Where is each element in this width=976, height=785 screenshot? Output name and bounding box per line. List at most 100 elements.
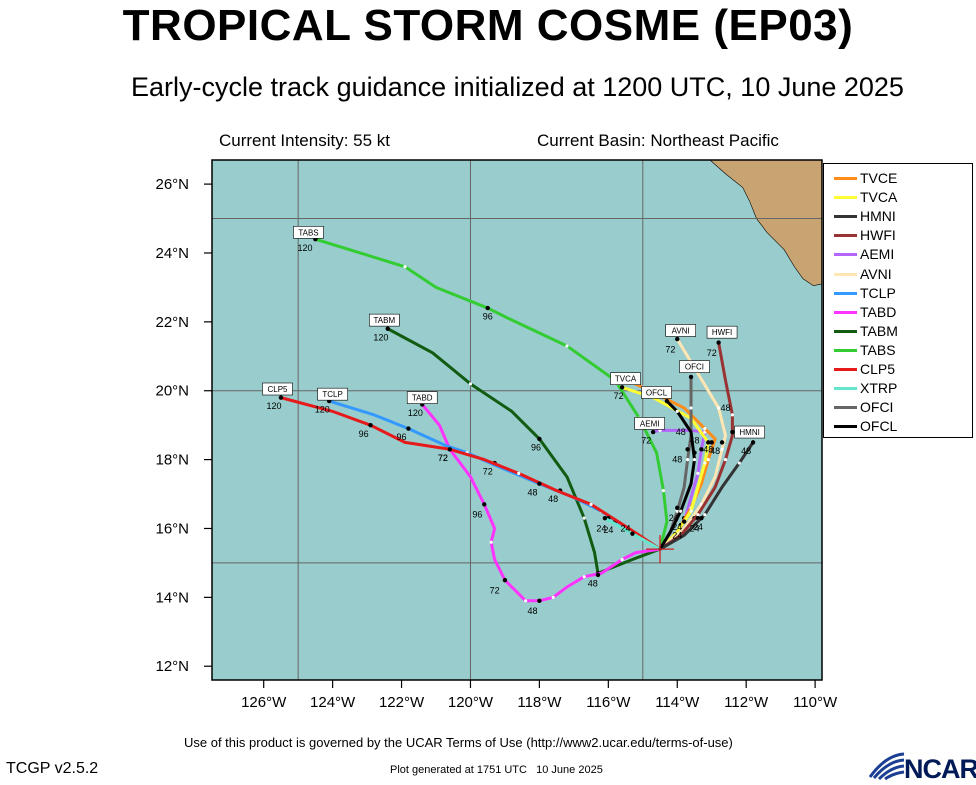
forecast-dot xyxy=(385,326,390,331)
forecast-hour-label: 48 xyxy=(528,487,538,497)
forecast-hour-label: 24 xyxy=(693,522,703,532)
x-tick-label: 120°W xyxy=(448,694,494,711)
track-point xyxy=(675,509,679,513)
track-point xyxy=(468,382,473,386)
forecast-hour-label: 24 xyxy=(669,513,679,523)
track-point xyxy=(685,458,690,462)
legend-swatch xyxy=(834,425,857,429)
legend-swatch xyxy=(834,348,857,352)
y-tick-label: 12°N xyxy=(155,658,189,675)
track-tag: OFCL xyxy=(646,388,668,397)
ncar-logo: NCAR xyxy=(866,750,976,784)
track-tag: HMNI xyxy=(739,428,759,437)
forecast-hour-label: 96 xyxy=(531,443,541,453)
track-tag: AVNI xyxy=(672,326,690,335)
track-point xyxy=(696,513,700,517)
legend-label: AEMI xyxy=(860,246,895,263)
forecast-hour-label: 72 xyxy=(483,467,493,477)
forecast-hour-label: 72 xyxy=(438,453,448,463)
legend-swatch xyxy=(834,310,857,314)
forecast-dot xyxy=(406,426,411,431)
forecast-dot xyxy=(706,440,711,445)
y-tick-label: 22°N xyxy=(155,314,189,331)
forecast-hour-label: 24 xyxy=(672,522,682,532)
forecast-hour-label: 48 xyxy=(676,427,686,437)
track-point xyxy=(692,458,697,462)
track-tag-box xyxy=(706,325,738,339)
forecast-dot xyxy=(619,385,625,390)
track-point xyxy=(730,413,734,417)
forecast-dot xyxy=(699,515,704,521)
forecast-dot xyxy=(537,481,542,486)
forecast-dot xyxy=(699,447,704,452)
forecast-hour-label: 72 xyxy=(665,344,675,354)
legend-label: TABS xyxy=(860,341,896,358)
storm-center-marker xyxy=(646,535,675,564)
track-point xyxy=(489,540,493,544)
forecast-dot xyxy=(485,305,490,311)
legend-label: TCLP xyxy=(860,284,896,301)
track-tag-box xyxy=(369,313,400,327)
forecast-hour-label: 48 xyxy=(548,494,558,504)
forecast-hour-label: 96 xyxy=(359,429,369,439)
forecast-dot xyxy=(278,395,284,400)
forecast-hour-label: 48 xyxy=(588,579,598,589)
current-basin: Current Basin: Northeast Pacific xyxy=(537,131,779,150)
track-ofcl xyxy=(658,399,696,551)
y-tick-label: 26°N xyxy=(155,176,189,193)
legend-swatch xyxy=(834,177,857,180)
forecast-hour-label: 72 xyxy=(641,436,651,446)
forecast-dot xyxy=(482,502,487,507)
legend-label: HMNI xyxy=(860,208,896,225)
legend-label: CLP5 xyxy=(860,361,896,377)
track-point xyxy=(403,265,407,269)
y-tick-label: 20°N xyxy=(155,383,189,400)
track-tabd xyxy=(420,403,662,603)
track-point xyxy=(565,344,569,348)
track-point xyxy=(551,595,555,599)
track-point xyxy=(582,575,586,579)
forecast-dot xyxy=(537,436,542,442)
legend-label: OFCI xyxy=(860,399,894,416)
forecast-hour-label: 24 xyxy=(596,523,606,533)
forecast-hour-label: 72 xyxy=(614,391,624,401)
legend-label: TVCA xyxy=(860,189,898,206)
x-tick-label: 112°W xyxy=(724,694,769,711)
track-point xyxy=(589,502,593,506)
legend-label: HWFI xyxy=(860,227,896,244)
forecast-dot xyxy=(750,440,756,445)
ncar-logo-text: NCAR xyxy=(904,754,976,784)
x-tick-label: 118°W xyxy=(517,694,562,711)
forecast-hour-label: 48 xyxy=(672,455,682,465)
x-tick-label: 110°W xyxy=(793,694,838,711)
track-point xyxy=(679,509,683,513)
forecast-dot xyxy=(675,336,680,342)
legend-label: OFCL xyxy=(860,418,898,435)
track-hmni xyxy=(658,440,755,551)
forecast-hour-label: 48 xyxy=(689,436,699,446)
track-point xyxy=(689,406,693,410)
track-point xyxy=(620,557,624,562)
legend-swatch xyxy=(834,368,857,371)
legend-label: TABD xyxy=(860,303,897,320)
forecast-dot xyxy=(719,440,725,445)
track-lines xyxy=(278,237,756,603)
track-clp5 xyxy=(279,396,662,551)
y-tick-label: 24°N xyxy=(155,245,189,262)
forecast-hour-label: 72 xyxy=(490,585,500,595)
track-point xyxy=(706,458,710,462)
current-intensity: Current Intensity: 55 kt xyxy=(219,131,391,150)
forecast-hour-label: 48 xyxy=(720,403,730,413)
page-title: TROPICAL STORM COSME (EP03) xyxy=(122,1,854,50)
y-tick-label: 18°N xyxy=(155,452,189,469)
legend-swatch xyxy=(834,234,857,238)
track-tag: TABM xyxy=(373,316,395,325)
map-axes: 126°W 124°W 122°W 120°W 118°W 116°W 114°W 112°W… xyxy=(155,176,837,711)
forecast-hour-label: 120 xyxy=(315,405,330,415)
track-tag-box xyxy=(406,391,438,404)
forecast-hour-label: 72 xyxy=(707,348,717,358)
forecast-hour-label: 120 xyxy=(267,401,282,411)
track-point xyxy=(723,458,728,462)
y-tick-label: 16°N xyxy=(155,520,189,537)
forecast-dot xyxy=(595,572,601,578)
